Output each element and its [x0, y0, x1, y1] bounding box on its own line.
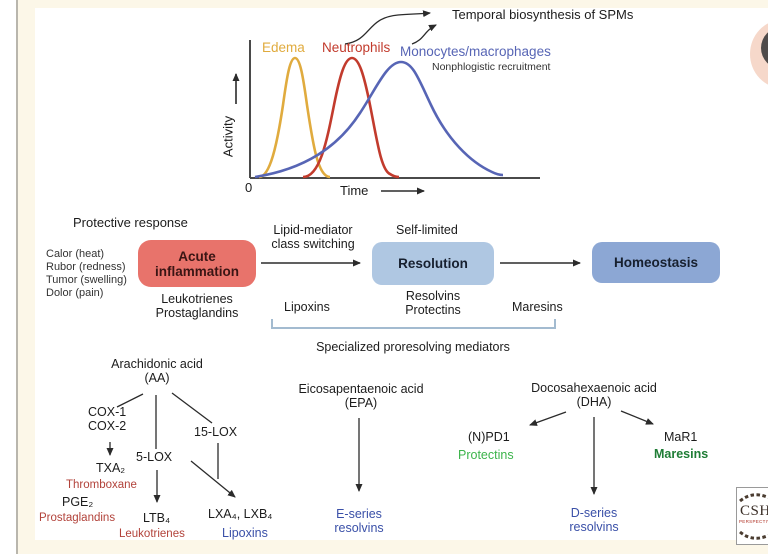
time-axis-label: Time [340, 183, 369, 198]
acute-mediators-label: Leukotrienes Prostaglandins [155, 292, 239, 320]
self-limited-label: Self-limited [396, 223, 458, 237]
dha-substrate-label: Docosahexaenoic acid (DHA) [531, 381, 657, 409]
resolution-mediators-label: Resolvins Protectins [405, 289, 461, 317]
dseries-resolvins-label: D-series resolvins [569, 506, 619, 534]
edema-series-label: Edema [262, 40, 305, 55]
leukotrienes-class-label: Leukotrienes [119, 528, 185, 540]
5lox-enzyme-label: 5-LOX [136, 450, 173, 464]
acute-inflammation-box: Acute inflammation [138, 240, 256, 287]
class-switching-label: Lipid-mediator class switching [271, 223, 355, 251]
txa2-label: TXA₂ [96, 461, 126, 475]
figure-title: Temporal biosynthesis of SPMs [452, 7, 634, 22]
lipoxins-flow-label: Lipoxins [284, 300, 330, 314]
neutrophils-series-label: Neutrophils [322, 40, 391, 55]
activity-axis-label: Activity [220, 115, 236, 158]
cardinal-sign-dolor: Dolor (pain) [46, 287, 104, 299]
mar1-label: MaR1 [664, 430, 698, 444]
aa-substrate-label: Arachidonic acid (AA) [111, 357, 203, 385]
ltb4-label: LTB₄ [143, 511, 171, 525]
nonphlogistic-note: Nonphlogistic recruitment [432, 61, 551, 73]
cardinal-sign-rubor: Rubor (redness) [46, 261, 126, 273]
homeostasis-box: Homeostasis [592, 242, 720, 283]
cox-enzymes-label: COX-1 COX-2 [88, 405, 127, 433]
epa-substrate-label: Eicosapentaenoic acid (EPA) [298, 382, 424, 410]
lipoxins-class-label: Lipoxins [222, 526, 268, 540]
logo-subtitle: PERSPECTIVES [739, 519, 768, 524]
logo-chain-icon [739, 493, 768, 540]
logo-acronym: CSH [740, 503, 768, 519]
eseries-resolvins-label: E-series resolvins [334, 507, 384, 535]
left-margin-strip [0, 0, 16, 554]
spm-bracket-label: Specialized proresolving mediators [316, 340, 510, 354]
maresins-class-label: Maresins [654, 447, 709, 461]
time-origin-label: 0 [245, 180, 253, 195]
left-border-line [16, 0, 18, 554]
cardinal-sign-tumor: Tumor (swelling) [46, 274, 127, 286]
protectins-class-label: Protectins [458, 448, 514, 462]
maresins-flow-label: Maresins [512, 300, 563, 314]
15lox-enzyme-label: 15-LOX [194, 425, 238, 439]
lipoxin-products-label: LXA₄, LXB₄ [208, 507, 273, 521]
resolution-box: Resolution [372, 242, 494, 285]
prostaglandins-class-label: Prostaglandins [39, 512, 116, 524]
journal-logo: CSH PERSPECTIVES [736, 487, 768, 545]
pge2-label: PGE₂ [62, 495, 94, 509]
clipped-circle-center [761, 27, 768, 69]
cardinal-sign-calor: Calor (heat) [46, 248, 105, 260]
protective-response-label: Protective response [73, 215, 188, 230]
thromboxane-class-label: Thromboxane [66, 479, 137, 491]
monocytes-series-label: Monocytes/macrophages [400, 44, 551, 59]
npd1-label: (N)PD1 [468, 430, 510, 444]
